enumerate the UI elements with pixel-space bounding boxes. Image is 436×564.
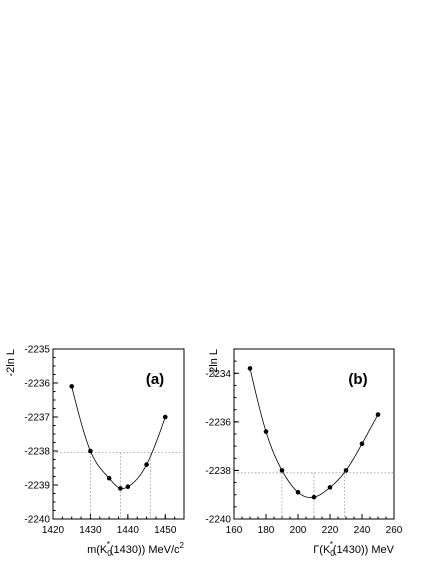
data-point (263, 429, 269, 434)
x-tick-label: 220 (322, 525, 339, 536)
x-tick-label: 180 (258, 525, 275, 536)
x-axis-title-superscript: * (107, 540, 110, 549)
y-axis-title: -2ln L (5, 349, 17, 377)
fit-curve (71, 386, 166, 490)
data-point (359, 441, 365, 447)
plot-frame (52, 348, 185, 520)
y-tick-label: -2234 (205, 369, 231, 380)
x-axis-title-unit-superscript: 2 (180, 541, 185, 550)
x-axis-title: Γ(K0*(1430)) MeV (313, 540, 394, 558)
y-tick-label: -2239 (24, 481, 50, 492)
x-tick-label: 1440 (117, 525, 140, 536)
y-tick-label: -2236 (24, 379, 50, 390)
x-tick-label: 260 (386, 525, 403, 536)
data-point (118, 486, 123, 491)
x-tick-label: 1420 (42, 525, 65, 536)
y-tick-label: -2237 (24, 413, 50, 424)
y-tick-label: -2235 (24, 345, 50, 356)
data-point (279, 468, 285, 473)
y-tick-label: -2240 (205, 515, 231, 526)
y-tick-label: -2236 (205, 417, 231, 428)
data-point (69, 384, 75, 389)
data-point (311, 494, 317, 500)
data-point (327, 485, 333, 490)
x-tick-label: 160 (226, 525, 243, 536)
x-axis-title-superscript: * (330, 540, 333, 549)
x-axis-title-main: m(K (87, 544, 108, 556)
data-point (125, 484, 131, 490)
x-axis-title-main: Γ(K (313, 544, 331, 556)
data-point (106, 475, 112, 481)
data-point (295, 489, 301, 495)
x-axis-title: m(K0*(1430)) MeV/c2 (87, 540, 184, 558)
data-point (375, 412, 381, 417)
x-axis-title-subscript: 0 (330, 549, 335, 558)
y-tick-label: -2240 (24, 515, 50, 526)
data-point (247, 366, 253, 371)
x-axis-title-rest: (1430)) MeV (333, 544, 395, 556)
panel-label: (a) (146, 371, 164, 388)
plot-frame (233, 348, 395, 520)
panel-b: 160 180 200 220 240 260 -2240 -2238 -2236 -2234 (b… (205, 348, 403, 558)
y-tick-label: -2238 (205, 466, 231, 477)
y-tick-label: -2238 (24, 447, 50, 458)
x-axis-title-subscript: 0 (107, 549, 112, 558)
data-point (144, 462, 149, 467)
data-point (88, 448, 93, 454)
x-tick-label: 240 (354, 525, 371, 536)
x-tick-label: 1450 (154, 525, 177, 536)
x-axis-title-rest: (1430)) MeV/c (110, 544, 180, 556)
data-point (343, 468, 349, 473)
y-axis-title: -2ln L (208, 349, 220, 377)
data-point (162, 414, 168, 420)
panel-a: 1420 1430 1440 1450 -2240 -2239 -2238 -2237 -223… (5, 345, 185, 559)
x-tick-label: 200 (290, 525, 307, 536)
x-tick-label: 1430 (79, 525, 102, 536)
panel-label: (b) (348, 371, 367, 388)
